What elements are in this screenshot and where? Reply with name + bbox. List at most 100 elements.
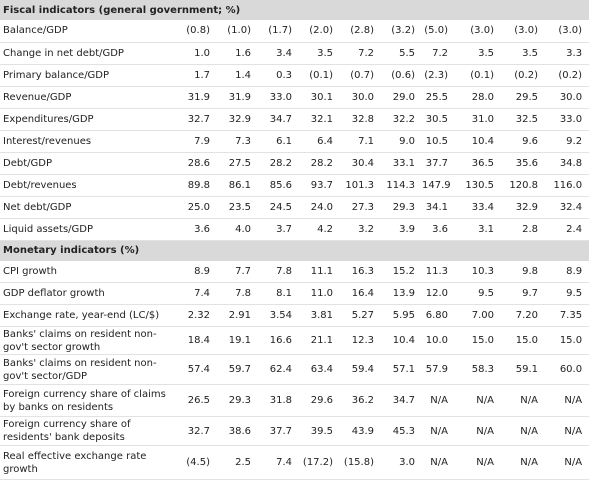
value-cell: 86.1: [217, 174, 258, 197]
table-row: Real effective exchange rate growth (4.5)…: [0, 445, 589, 480]
value-cell: 7.4: [176, 282, 217, 305]
section-title: Monetary indicators (%): [0, 240, 589, 261]
value-cell: 3.5: [455, 42, 501, 65]
value-cell: 1.0: [176, 42, 217, 65]
value-cell: 23.5: [217, 196, 258, 219]
value-cell: 60.0: [545, 354, 589, 385]
value-cell: 9.5: [455, 282, 501, 305]
value-cell: 34.1: [422, 196, 455, 219]
value-cell: 59.4: [340, 354, 381, 385]
value-cell: 9.6: [501, 130, 545, 153]
value-cell: 45.3: [381, 416, 422, 446]
value-cell: 2.5: [217, 445, 258, 480]
value-cell: 120.8: [501, 174, 545, 197]
value-cell: 25.5: [422, 86, 455, 109]
value-cell: (3.0): [501, 20, 545, 43]
row-label: Foreign currency share of claims by bank…: [0, 384, 176, 417]
table-row: CPI growth 8.9 7.7 7.8 11.1 16.3 15.2 11.3 10.3 9…: [0, 260, 589, 283]
value-cell: 8.1: [258, 282, 299, 305]
value-cell: 59.1: [501, 354, 545, 385]
value-cell: (1.7): [258, 20, 299, 43]
value-cell: 36.5: [455, 152, 501, 175]
value-cell: 7.7: [217, 260, 258, 283]
value-cell: 11.0: [299, 282, 340, 305]
value-cell: (0.1): [299, 64, 340, 87]
value-cell: 13.9: [381, 282, 422, 305]
value-cell: 10.3: [455, 260, 501, 283]
value-cell: 59.7: [217, 354, 258, 385]
value-cell: 2.4: [545, 218, 589, 241]
value-cell: 27.3: [340, 196, 381, 219]
value-cell: 32.1: [299, 108, 340, 131]
value-cell: 34.7: [381, 384, 422, 417]
value-cell: N/A: [422, 416, 455, 446]
value-cell: (0.7): [340, 64, 381, 87]
value-cell: 29.3: [217, 384, 258, 417]
value-cell: 3.1: [455, 218, 501, 241]
value-cell: 33.0: [258, 86, 299, 109]
value-cell: 3.3: [545, 42, 589, 65]
value-cell: 32.5: [501, 108, 545, 131]
value-cell: 35.6: [501, 152, 545, 175]
value-cell: 32.7: [176, 416, 217, 446]
value-cell: 62.4: [258, 354, 299, 385]
value-cell: 25.0: [176, 196, 217, 219]
value-cell: 31.0: [455, 108, 501, 131]
value-cell: 30.4: [340, 152, 381, 175]
value-cell: 37.7: [258, 416, 299, 446]
value-cell: N/A: [455, 445, 501, 480]
value-cell: (2.3): [422, 64, 455, 87]
value-cell: (2.0): [299, 20, 340, 43]
value-cell: 32.2: [381, 108, 422, 131]
value-cell: 58.3: [455, 354, 501, 385]
table-row: GDP deflator growth 7.4 7.8 8.1 11.0 16.4 13.9…: [0, 282, 589, 305]
value-cell: 93.7: [299, 174, 340, 197]
table-row: Banks' claims on resident non-gov't sect…: [0, 326, 589, 355]
value-cell: 57.1: [381, 354, 422, 385]
value-cell: 1.7: [176, 64, 217, 87]
value-cell: 63.4: [299, 354, 340, 385]
value-cell: 4.2: [299, 218, 340, 241]
value-cell: 7.20: [501, 304, 545, 327]
value-cell: 2.8: [501, 218, 545, 241]
value-cell: 27.5: [217, 152, 258, 175]
value-cell: 114.3: [381, 174, 422, 197]
value-cell: 16.6: [258, 326, 299, 355]
row-label: Primary balance/GDP: [0, 64, 176, 87]
value-cell: 33.4: [455, 196, 501, 219]
value-cell: 29.6: [299, 384, 340, 417]
value-cell: 10.5: [422, 130, 455, 153]
row-label: Change in net debt/GDP: [0, 42, 176, 65]
section-header: Fiscal indicators (general government; %…: [0, 0, 589, 20]
value-cell: 18.4: [176, 326, 217, 355]
value-cell: 29.5: [501, 86, 545, 109]
value-cell: N/A: [501, 416, 545, 446]
indicators-table-body: Fiscal indicators (general government; %…: [0, 0, 589, 480]
value-cell: 3.5: [299, 42, 340, 65]
value-cell: N/A: [422, 445, 455, 480]
value-cell: 7.00: [455, 304, 501, 327]
value-cell: 7.1: [340, 130, 381, 153]
value-cell: 32.9: [501, 196, 545, 219]
value-cell: N/A: [501, 384, 545, 417]
value-cell: 30.0: [340, 86, 381, 109]
table-row: Debt/revenues 89.8 86.1 85.6 93.7 101.3 114.3 1…: [0, 174, 589, 197]
value-cell: N/A: [501, 445, 545, 480]
value-cell: 4.0: [217, 218, 258, 241]
value-cell: (3.2): [381, 20, 422, 43]
value-cell: 7.3: [217, 130, 258, 153]
value-cell: 101.3: [340, 174, 381, 197]
value-cell: 7.2: [422, 42, 455, 65]
value-cell: 57.4: [176, 354, 217, 385]
value-cell: 7.4: [258, 445, 299, 480]
value-cell: 11.1: [299, 260, 340, 283]
value-cell: 34.8: [545, 152, 589, 175]
indicators-table: Fiscal indicators (general government; %…: [0, 0, 589, 480]
value-cell: 3.6: [422, 218, 455, 241]
value-cell: (3.0): [545, 20, 589, 43]
value-cell: 36.2: [340, 384, 381, 417]
row-label: Banks' claims on resident non-gov't sect…: [0, 354, 176, 385]
value-cell: 5.95: [381, 304, 422, 327]
value-cell: 5.5: [381, 42, 422, 65]
value-cell: 3.81: [299, 304, 340, 327]
